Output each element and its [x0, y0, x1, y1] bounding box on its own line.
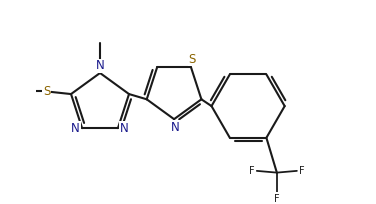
Text: S: S [43, 85, 50, 98]
Text: F: F [299, 166, 304, 176]
Text: N: N [71, 122, 80, 135]
Text: F: F [249, 166, 255, 176]
Text: F: F [274, 194, 280, 204]
Text: N: N [96, 59, 105, 72]
Text: N: N [171, 121, 179, 134]
Text: S: S [188, 53, 196, 66]
Text: N: N [120, 122, 129, 135]
